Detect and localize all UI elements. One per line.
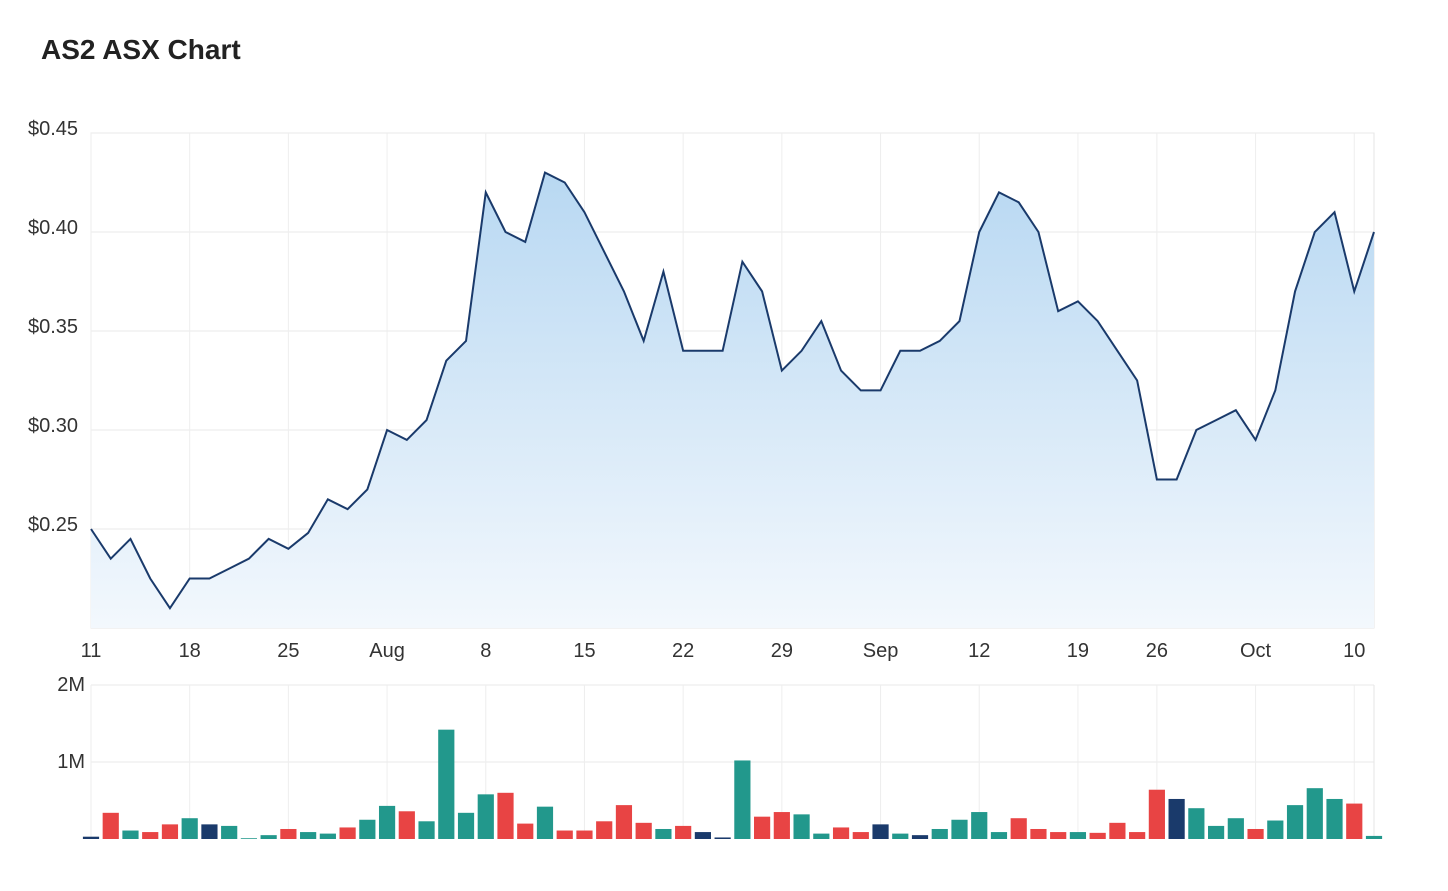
volume-bar-44 xyxy=(951,819,968,839)
volume-bar-3 xyxy=(142,832,159,839)
volume-bar-16 xyxy=(398,811,415,839)
volume-bar-19 xyxy=(457,812,475,839)
volume-bar-27 xyxy=(615,805,633,839)
volume-bar-6 xyxy=(201,824,218,839)
x-tick-1: 18 xyxy=(179,640,201,662)
x-tick-9: 12 xyxy=(968,640,990,662)
x-tick-11: 26 xyxy=(1146,640,1168,662)
chart-title: AS2 ASX Chart xyxy=(41,34,241,65)
price-y-tick-0: $0.45 xyxy=(28,118,78,140)
volume-bar-64 xyxy=(1346,803,1363,839)
volume-bar-31 xyxy=(694,832,711,839)
x-tick-4: 8 xyxy=(480,640,491,662)
volume-bar-49 xyxy=(1050,832,1067,839)
volume-bar-5 xyxy=(181,818,198,839)
volume-bar-46 xyxy=(990,832,1008,839)
price-y-tick-1: $0.40 xyxy=(28,217,78,239)
volume-bar-41 xyxy=(892,833,909,839)
volume-bar-35 xyxy=(773,812,790,839)
volume-bar-20 xyxy=(477,794,494,839)
volume-grid xyxy=(90,684,1375,839)
x-tick-13: 10 xyxy=(1343,640,1365,662)
volume-bar-40 xyxy=(872,824,889,839)
price-y-tick-3: $0.30 xyxy=(28,415,78,437)
volume-bar-39 xyxy=(852,832,869,839)
volume-bar-25 xyxy=(576,830,593,839)
x-tick-5: 15 xyxy=(573,640,595,662)
volume-bar-50 xyxy=(1069,832,1087,839)
volume-bar-32 xyxy=(714,837,731,839)
volume-bar-55 xyxy=(1168,798,1185,839)
volume-bar-52 xyxy=(1109,822,1126,839)
volume-bar-51 xyxy=(1089,832,1106,839)
price-area xyxy=(91,172,1374,628)
x-tick-12: Oct xyxy=(1240,640,1272,662)
volume-y-tick-1: 1M xyxy=(57,751,85,773)
volume-bar-2 xyxy=(122,830,139,839)
volume-bar-11 xyxy=(300,832,317,839)
volume-bar-18 xyxy=(438,729,455,839)
volume-bar-61 xyxy=(1286,805,1304,839)
volume-bar-36 xyxy=(793,814,810,839)
volume-bar-45 xyxy=(971,812,988,839)
volume-bar-62 xyxy=(1306,788,1323,839)
volume-bar-47 xyxy=(1010,818,1027,839)
volume-bar-28 xyxy=(635,822,652,839)
volume-bar-65 xyxy=(1365,835,1383,839)
volume-bar-37 xyxy=(813,833,830,839)
x-tick-7: 29 xyxy=(771,640,793,662)
x-axis: 11 18 25 Aug 8 15 22 29 Sep 12 19 26 Oct 10 xyxy=(81,640,1366,662)
volume-bar-38 xyxy=(832,827,850,839)
volume-bar-14 xyxy=(359,819,376,839)
x-tick-2: 25 xyxy=(277,640,299,662)
volume-bar-54 xyxy=(1148,789,1165,839)
volume-bars xyxy=(82,729,1383,839)
volume-bar-4 xyxy=(161,824,179,839)
x-tick-6: 22 xyxy=(672,640,694,662)
volume-bar-17 xyxy=(418,821,435,839)
volume-bar-59 xyxy=(1247,828,1264,839)
volume-bar-43 xyxy=(931,828,948,839)
volume-bar-53 xyxy=(1129,832,1146,839)
volume-bar-29 xyxy=(655,828,672,839)
volume-bar-34 xyxy=(754,816,771,839)
volume-bar-10 xyxy=(280,828,297,839)
volume-y-axis: 2M 1M xyxy=(57,674,85,773)
price-y-tick-2: $0.35 xyxy=(28,316,78,338)
volume-bar-21 xyxy=(497,792,514,839)
volume-bar-13 xyxy=(339,827,356,839)
x-tick-0: 11 xyxy=(81,640,102,662)
volume-bar-22 xyxy=(517,823,534,839)
volume-bar-57 xyxy=(1208,825,1225,839)
volume-bar-1 xyxy=(102,812,119,839)
x-tick-8: Sep xyxy=(863,640,899,662)
volume-bar-7 xyxy=(221,825,238,839)
volume-bar-9 xyxy=(260,835,277,839)
volume-bar-12 xyxy=(319,833,336,839)
price-y-axis: $0.45 $0.40 $0.35 $0.30 $0.25 xyxy=(28,118,78,536)
x-tick-10: 19 xyxy=(1067,640,1089,662)
volume-bar-48 xyxy=(1030,828,1047,839)
volume-bar-42 xyxy=(911,835,929,839)
volume-bar-60 xyxy=(1267,820,1284,839)
volume-y-tick-0: 2M xyxy=(57,674,85,696)
volume-bar-24 xyxy=(556,830,573,839)
volume-bar-58 xyxy=(1227,818,1244,839)
volume-bar-8 xyxy=(240,838,257,839)
volume-bar-15 xyxy=(378,805,396,839)
volume-bar-33 xyxy=(734,760,751,839)
volume-bar-0 xyxy=(82,836,100,839)
price-line xyxy=(90,171,1375,611)
x-tick-3: Aug xyxy=(369,640,405,662)
volume-bar-63 xyxy=(1326,798,1343,839)
volume-bar-56 xyxy=(1188,808,1205,839)
volume-bar-30 xyxy=(675,825,692,839)
price-y-tick-4: $0.25 xyxy=(28,514,78,536)
volume-bar-26 xyxy=(596,821,613,839)
volume-bar-23 xyxy=(536,806,554,839)
